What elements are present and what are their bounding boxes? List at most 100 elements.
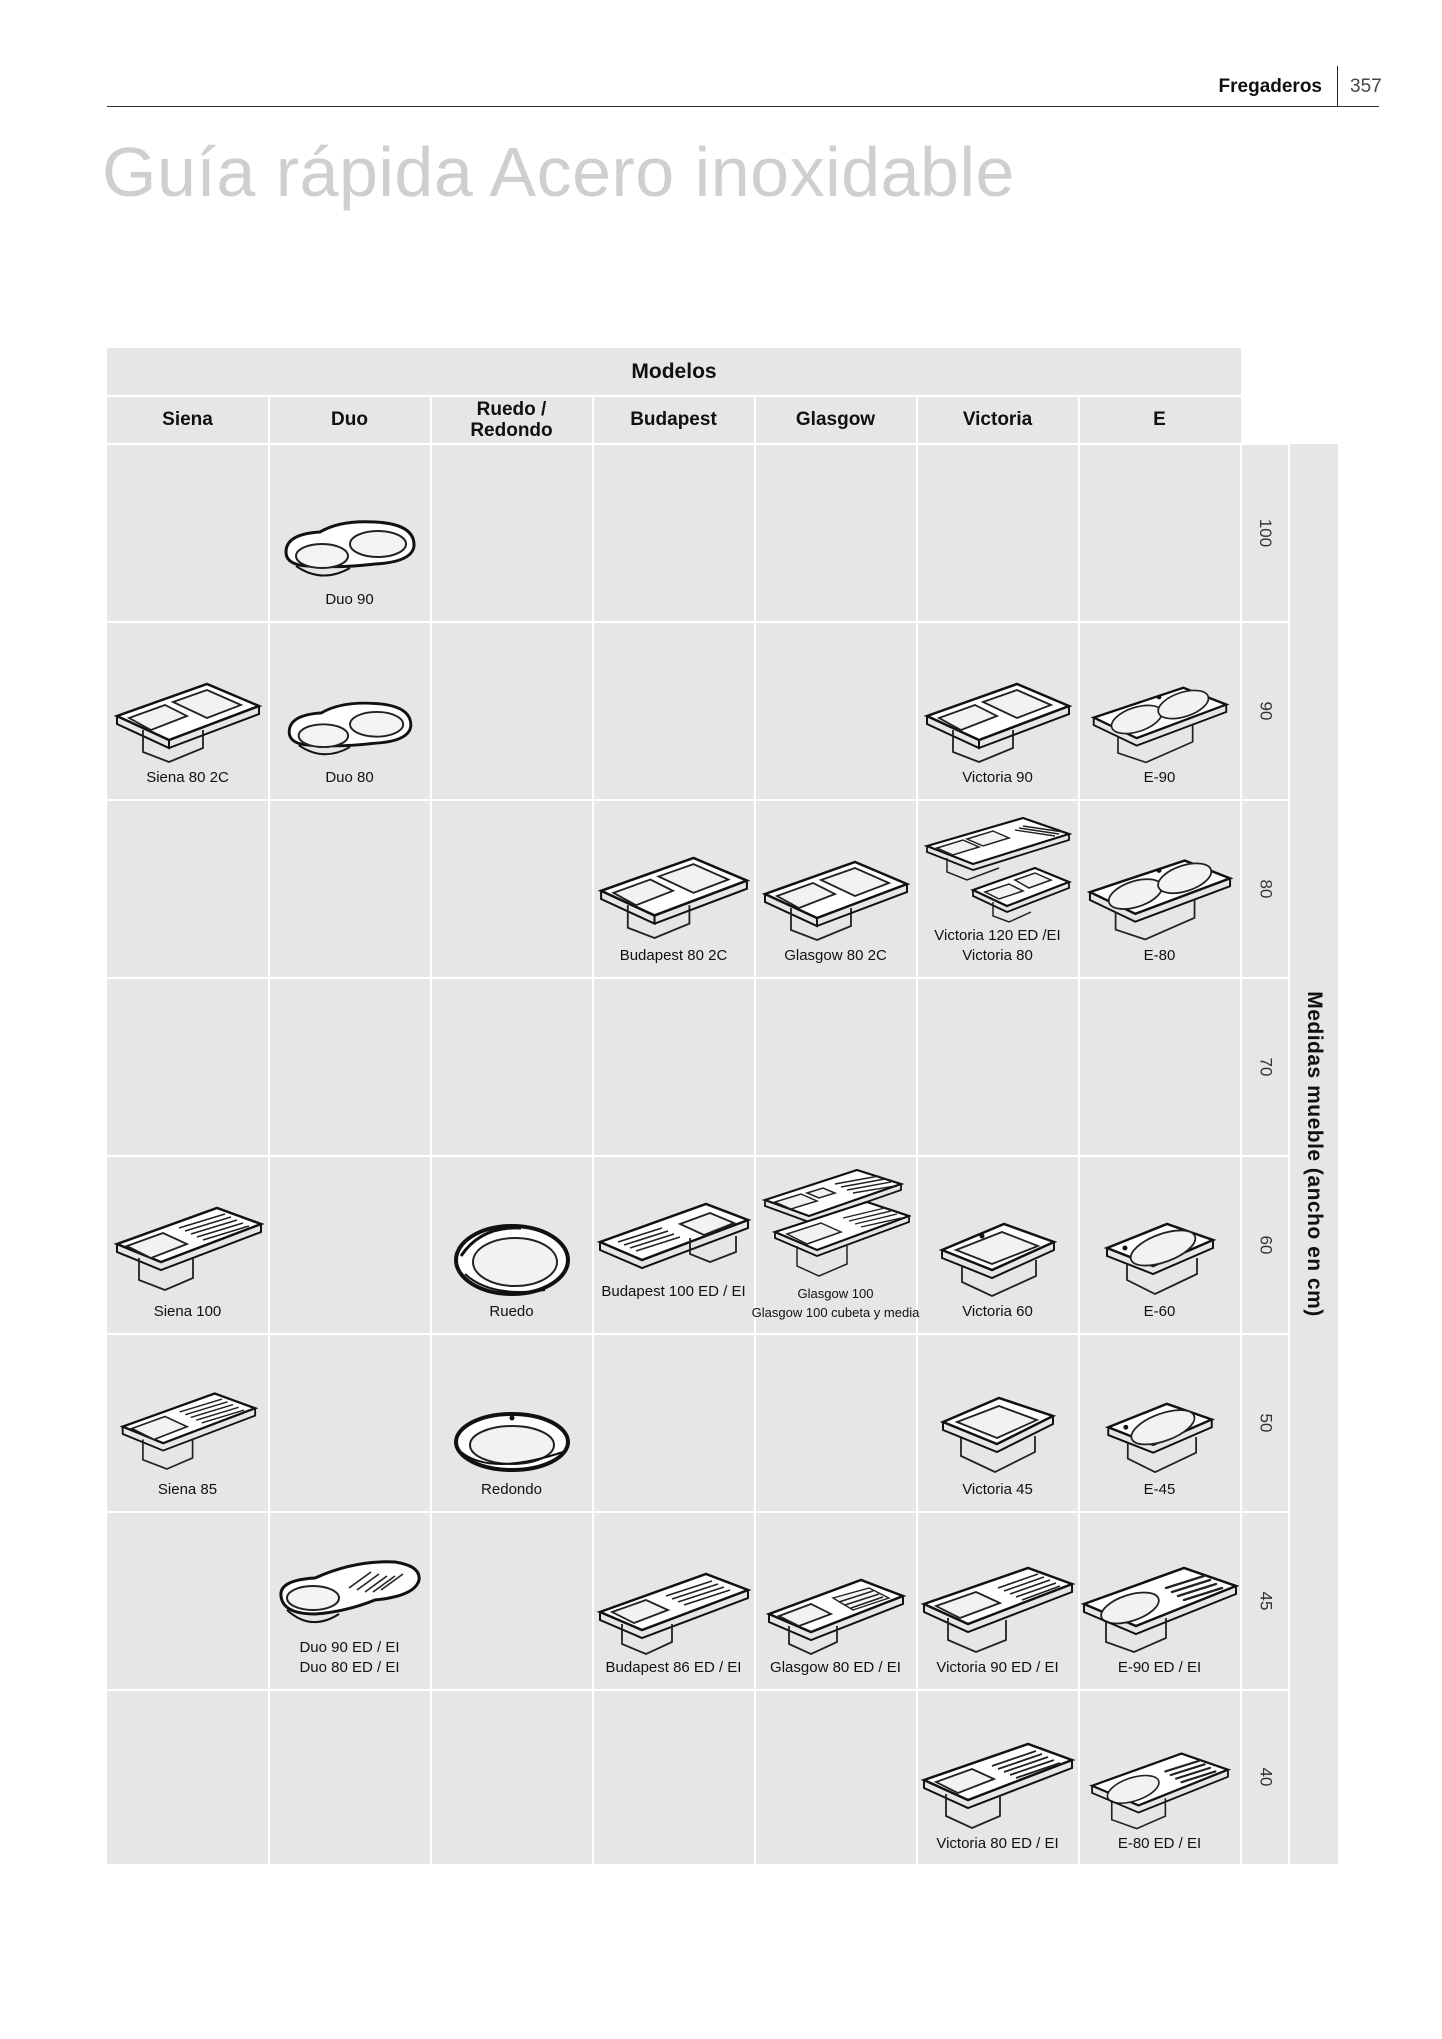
sink-round-icon [453, 1412, 570, 1472]
sink-caption: Victoria 60 [962, 1303, 1033, 1320]
sink-oval-double-icon [287, 701, 412, 756]
grid-line [107, 1689, 1289, 1691]
grid-line [268, 396, 270, 1864]
size-label-70: 70 [1255, 1057, 1275, 1077]
page-number: 357 [1350, 76, 1382, 97]
sink-drainer-icon [920, 1566, 1076, 1653]
sink-item-duo-80: Duo 80 [269, 622, 430, 788]
sink-single-bowl-icon [938, 1222, 1057, 1297]
sink-caption: Budapest 86 ED / EI [605, 1659, 742, 1676]
sink-item-e-90-ed: E-90 ED / EI [1079, 1512, 1240, 1678]
sink-drainer-rounded-icon [1088, 1752, 1231, 1830]
sink-item-duo-90: Duo 90 [269, 444, 430, 610]
side-label-column [1289, 444, 1338, 1864]
sink-item-e-60: E-60 [1079, 1156, 1240, 1322]
sink-caption: Glasgow 80 2C [784, 947, 887, 964]
grid-line [107, 1511, 1289, 1513]
sink-double-bowl-rounded-icon [1086, 859, 1234, 941]
sink-caption: Budapest 80 2C [619, 947, 728, 964]
column-header-e: E [1153, 409, 1166, 430]
sink-item-e-80: E-80 [1079, 800, 1240, 966]
sink-item-siena-85: Siena 85 [107, 1334, 268, 1500]
grid-line [107, 1333, 1289, 1335]
sink-caption-line: Victoria 80 [962, 947, 1033, 964]
size-label-80: 80 [1255, 879, 1275, 899]
grid-line [107, 443, 1289, 445]
sink-caption-line: Duo 80 ED / EI [299, 1659, 400, 1676]
sink-item-redondo: Redondo [431, 1334, 592, 1500]
size-label-60: 60 [1255, 1235, 1275, 1255]
sink-caption-line: Duo 90 ED / EI [299, 1639, 400, 1656]
column-header-duo: Duo [331, 409, 368, 430]
sink-round-icon [453, 1224, 570, 1296]
sink-item-budapest-86: Budapest 86 ED / EI [593, 1512, 754, 1678]
sink-double-bowl-rounded-icon [1090, 686, 1230, 764]
sink-item-budapest-100: Budapest 100 ED / EI [593, 1156, 754, 1302]
sink-stacked-drainer-icon [761, 1168, 911, 1277]
column-header-ruedo-redondo: Ruedo / Redondo [470, 398, 553, 441]
sink-caption: Ruedo [489, 1303, 534, 1320]
models-header: Modelos [631, 360, 717, 383]
sink-item-e-45: E-45 [1079, 1334, 1240, 1500]
page-title: Guía rápida Acero inoxidable [102, 133, 1015, 211]
sink-item-duo-ed: Duo 90 ED / EI Duo 80 ED / EI [269, 1512, 430, 1678]
sink-item-victoria-80-ed: Victoria 80 ED / EI [917, 1690, 1078, 1854]
sink-caption: Siena 100 [153, 1303, 222, 1320]
sink-caption: Duo 80 [325, 769, 374, 786]
sink-caption: E-90 ED / EI [1117, 1659, 1202, 1676]
sink-caption: E-90 [1143, 769, 1176, 786]
sink-item-siena-80-2c: Siena 80 2C [107, 622, 268, 788]
sink-caption: Glasgow 80 ED / EI [770, 1659, 901, 1676]
sink-drainer-icon [596, 1572, 752, 1655]
sink-drainer-icon [113, 1206, 264, 1291]
sink-caption-line: Victoria 120 ED /EI [934, 927, 1061, 944]
sink-drainer-icon [765, 1578, 906, 1655]
grid-line [592, 396, 594, 1864]
sink-item-e-90: E-90 [1079, 622, 1240, 788]
header-rule [107, 106, 1379, 107]
sink-item-victoria-90: Victoria 90 [917, 622, 1078, 788]
sink-item-e-80-ed: E-80 ED / EI [1079, 1690, 1240, 1854]
sink-item-glasgow-80-2c: Glasgow 80 2C [755, 800, 916, 966]
sink-double-bowl-icon [113, 682, 262, 763]
grid-line [1078, 396, 1080, 1864]
sink-oval-drainer-icon [278, 1560, 421, 1623]
sink-item-siena-100: Siena 100 [107, 1156, 268, 1322]
size-label-50: 50 [1255, 1413, 1275, 1433]
sink-caption: Victoria 90 ED / EI [936, 1659, 1059, 1676]
sink-drainer-rounded-icon [1080, 1566, 1240, 1653]
grid-line [1240, 444, 1242, 1864]
sink-double-bowl-icon [761, 860, 910, 941]
size-label-90: 90 [1255, 701, 1275, 721]
sink-item-glasgow-100: Glasgow 100 Glasgow 100 cubeta y media [752, 1156, 919, 1322]
sink-caption: Victoria 80 ED / EI [936, 1835, 1059, 1852]
sink-caption: E-80 ED / EI [1117, 1835, 1202, 1852]
grid-line [107, 977, 1289, 979]
sink-double-bowl-icon [597, 856, 750, 940]
sink-single-bowl-rounded-icon [1104, 1402, 1215, 1474]
sink-caption: Budapest 100 ED / EI [601, 1283, 746, 1300]
sink-caption-line: Glasgow 100 [797, 1286, 874, 1301]
size-label-45: 45 [1255, 1591, 1275, 1611]
sink-quick-guide-table: Modelos Siena Duo Ruedo / Redondo Budape… [107, 348, 1338, 1864]
sink-caption: E-60 [1143, 1303, 1176, 1320]
size-label-40: 40 [1255, 1767, 1275, 1787]
sink-drainer-icon [920, 1742, 1076, 1829]
sink-item-ruedo: Ruedo [431, 1156, 592, 1322]
grid-line [107, 799, 1289, 801]
grid-line [107, 1155, 1289, 1157]
sink-item-victoria-90-ed: Victoria 90 ED / EI [917, 1512, 1078, 1678]
sink-double-bowl-icon [923, 682, 1072, 763]
grid-line [107, 395, 1241, 397]
sink-caption: Redondo [481, 1481, 542, 1498]
column-header-budapest: Budapest [630, 409, 717, 430]
sink-caption: E-80 [1143, 947, 1176, 964]
sink-caption: Victoria 45 [962, 1481, 1033, 1498]
size-label-100: 100 [1256, 518, 1275, 548]
grid-line [916, 396, 918, 1864]
sink-caption: Duo 90 [325, 591, 374, 608]
header-separator [1337, 66, 1338, 106]
sink-item-glasgow-80-ed: Glasgow 80 ED / EI [755, 1512, 916, 1678]
sink-drainer-icon [118, 1392, 258, 1470]
sink-item-victoria-45: Victoria 45 [917, 1334, 1078, 1500]
